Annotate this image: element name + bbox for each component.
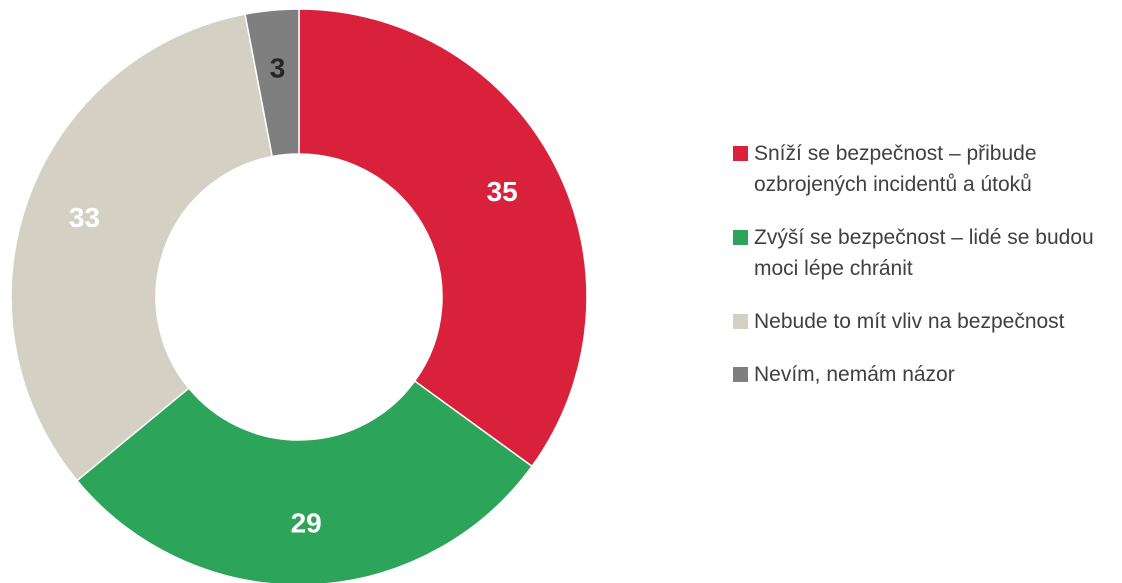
- legend-swatch: [733, 367, 748, 382]
- data-label: 33: [69, 202, 100, 233]
- legend-label: Sníží se bezpečnost – přibude ozbrojenýc…: [754, 142, 1037, 196]
- legend-label: Nebude to mít vliv na bezpečnost: [754, 310, 1065, 333]
- legend-swatch: [733, 230, 748, 245]
- data-label: 29: [291, 507, 322, 538]
- legend-swatch: [733, 314, 748, 329]
- legend-item: Nebude to mít vliv na bezpečnost: [733, 306, 1118, 337]
- slice: [298, 8, 588, 468]
- legend: Sníží se bezpečnost – přibude ozbrojenýc…: [733, 138, 1118, 412]
- slice: [244, 8, 300, 158]
- legend-item: Zvýší se bezpečnost – lidé se budou moci…: [733, 222, 1118, 284]
- data-label: 35: [487, 176, 518, 207]
- slice: [10, 13, 274, 482]
- legend-label: Nevím, nemám názor: [754, 363, 955, 386]
- slice: [76, 380, 534, 583]
- data-label: 3: [270, 52, 286, 83]
- legend-item: Sníží se bezpečnost – přibude ozbrojenýc…: [733, 138, 1118, 200]
- legend-swatch: [733, 146, 748, 161]
- legend-label: Zvýší se bezpečnost – lidé se budou moci…: [754, 226, 1094, 280]
- legend-item: Nevím, nemám názor: [733, 359, 1118, 390]
